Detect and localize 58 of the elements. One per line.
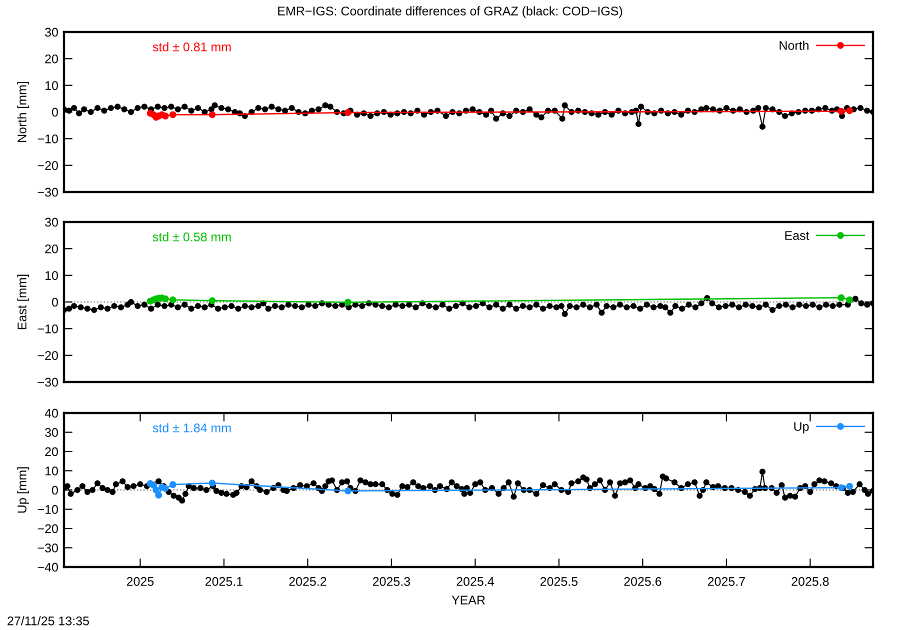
y-tick-label: 10	[45, 466, 58, 476]
point	[169, 481, 176, 488]
y-tick-label: −40	[38, 562, 58, 572]
y-tick-label: 40	[44, 408, 58, 418]
y-tick-label: −30	[38, 378, 58, 387]
y-tick-label: 30	[45, 428, 58, 437]
x-tick-label: 2025.1	[205, 577, 242, 586]
x-tick-label: 2025.8	[792, 577, 829, 586]
legend-label: North	[780, 40, 808, 50]
point	[155, 492, 162, 499]
point	[208, 480, 216, 487]
y-tick-label: −20	[38, 524, 58, 534]
point	[169, 111, 176, 118]
x-tick-label: 2025.3	[372, 577, 410, 586]
text: 27/11/25 13:35	[8, 616, 89, 626]
annotation: std ± 1.84 mm	[152, 423, 231, 432]
y-tick-label: −30	[38, 544, 58, 552]
point	[162, 484, 169, 492]
chart-title: EMR−IGS: Coordinate differences of GRAZ (black: COD−IGS)	[278, 6, 622, 18]
point	[846, 482, 854, 490]
y-tick-label: −10	[38, 505, 58, 514]
y-tick-label: 20	[45, 244, 58, 254]
legend-label: East	[785, 231, 810, 240]
y-tick-label: 0	[52, 298, 58, 307]
y-tick-label: 20	[45, 54, 58, 64]
x-tick-label: 2025.4	[456, 577, 494, 586]
point	[838, 108, 845, 115]
y-tick-label: −30	[38, 188, 58, 197]
y-tick-label: 0	[52, 108, 58, 117]
point	[150, 482, 158, 489]
y-tick-label: 20	[45, 447, 58, 456]
point	[344, 109, 352, 116]
legend-label: Up	[794, 422, 809, 434]
point	[208, 111, 216, 118]
y-tick-label: −20	[38, 161, 58, 170]
x-tick-label: 2025.6	[624, 577, 662, 586]
annotation: std ± 0.81 mm	[152, 42, 231, 52]
annotation: std ± 0.58 mm	[152, 232, 231, 242]
x-axis-title: YEAR	[452, 596, 485, 604]
y-tick-label: −20	[38, 351, 58, 360]
y-tick-label: 10	[45, 271, 58, 280]
x-tick-label: 2025.5	[540, 577, 578, 586]
point	[846, 107, 854, 114]
y-tick-label: −10	[38, 324, 58, 334]
y-tick-label: −10	[38, 134, 58, 144]
y-axis-title: Up [mm]	[17, 467, 29, 513]
point	[152, 486, 160, 494]
y-tick-label: 30	[45, 218, 58, 227]
x-tick-label: 2025.7	[708, 577, 745, 586]
x-tick-label: 2025.2	[289, 577, 326, 586]
y-axis-title: East [mm]	[17, 274, 29, 330]
point	[344, 487, 352, 494]
y-axis-title: North [mm]	[17, 82, 29, 142]
point	[162, 112, 169, 120]
x-tick-label: 2025	[126, 577, 154, 586]
y-tick-label: 30	[45, 28, 58, 37]
y-tick-label: 0	[52, 486, 58, 495]
y-tick-label: 10	[45, 81, 58, 90]
